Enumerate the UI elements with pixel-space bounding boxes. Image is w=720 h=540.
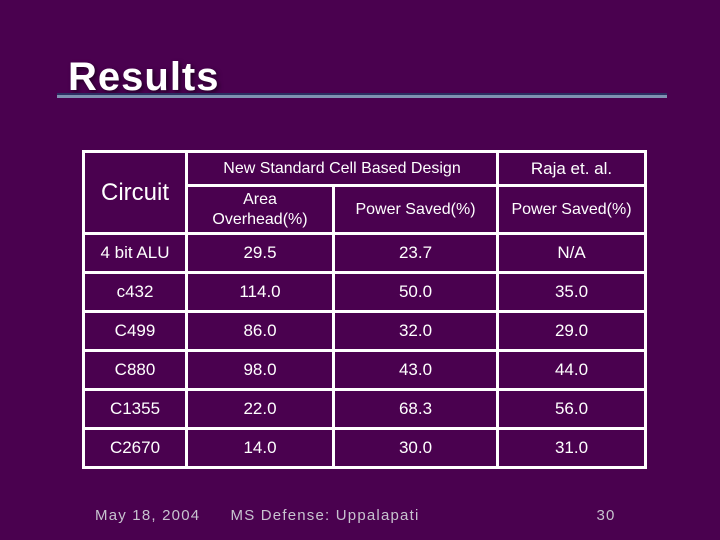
table-header-row-2: Area Overhead(%) Power Saved(%) Power Sa… bbox=[84, 184, 647, 235]
column-subheader-area-overhead: Area Overhead(%) bbox=[185, 184, 335, 235]
table-row: C880 98.0 43.0 44.0 bbox=[82, 349, 647, 391]
cell-power-saved: 68.3 bbox=[332, 388, 499, 430]
table-header-row-1: Circuit New Standard Cell Based Design R… bbox=[82, 150, 647, 235]
cell-raja-power-saved: 29.0 bbox=[496, 310, 647, 352]
cell-power-saved: 43.0 bbox=[332, 349, 499, 391]
cell-circuit: c432 bbox=[82, 271, 188, 313]
title-underline-rule-top bbox=[57, 93, 667, 95]
cell-power-saved: 50.0 bbox=[332, 271, 499, 313]
table-row: 4 bit ALU 29.5 23.7 N/A bbox=[82, 232, 647, 274]
title-underline-rule bbox=[57, 93, 667, 98]
cell-area-overhead: 98.0 bbox=[185, 349, 335, 391]
cell-circuit: C1355 bbox=[82, 388, 188, 430]
cell-area-overhead: 86.0 bbox=[185, 310, 335, 352]
cell-power-saved: 23.7 bbox=[332, 232, 499, 274]
cell-area-overhead: 14.0 bbox=[185, 427, 335, 469]
cell-area-overhead: 114.0 bbox=[185, 271, 335, 313]
cell-raja-power-saved: N/A bbox=[496, 232, 647, 274]
results-table: Circuit New Standard Cell Based Design R… bbox=[82, 150, 647, 469]
column-header-group: New Standard Cell Based Design bbox=[185, 150, 499, 187]
cell-raja-power-saved: 56.0 bbox=[496, 388, 647, 430]
cell-circuit: C880 bbox=[82, 349, 188, 391]
cell-area-overhead: 29.5 bbox=[185, 232, 335, 274]
cell-power-saved: 30.0 bbox=[332, 427, 499, 469]
table-row: C499 86.0 32.0 29.0 bbox=[82, 310, 647, 352]
table-row: C2670 14.0 30.0 31.0 bbox=[82, 427, 647, 469]
column-header-raja: Raja et. al. bbox=[496, 150, 647, 187]
footer-date: May 18, 2004 bbox=[95, 507, 201, 524]
cell-power-saved: 32.0 bbox=[332, 310, 499, 352]
cell-raja-power-saved: 31.0 bbox=[496, 427, 647, 469]
table-row: c432 114.0 50.0 35.0 bbox=[82, 271, 647, 313]
footer-page-number: 30 bbox=[596, 507, 616, 524]
column-subheader-raja-power-saved: Power Saved(%) bbox=[496, 184, 647, 235]
page-title: Results bbox=[68, 55, 220, 99]
cell-area-overhead: 22.0 bbox=[185, 388, 335, 430]
cell-circuit: C499 bbox=[82, 310, 188, 352]
footer-center-text: MS Defense: Uppalapati bbox=[230, 507, 420, 524]
column-header-circuit: Circuit bbox=[82, 150, 188, 235]
cell-raja-power-saved: 44.0 bbox=[496, 349, 647, 391]
column-subheader-power-saved: Power Saved(%) bbox=[332, 184, 499, 235]
cell-raja-power-saved: 35.0 bbox=[496, 271, 647, 313]
cell-circuit: C2670 bbox=[82, 427, 188, 469]
title-underline-rule-bottom bbox=[57, 95, 667, 98]
cell-circuit: 4 bit ALU bbox=[82, 232, 188, 274]
table-row: C1355 22.0 68.3 56.0 bbox=[82, 388, 647, 430]
